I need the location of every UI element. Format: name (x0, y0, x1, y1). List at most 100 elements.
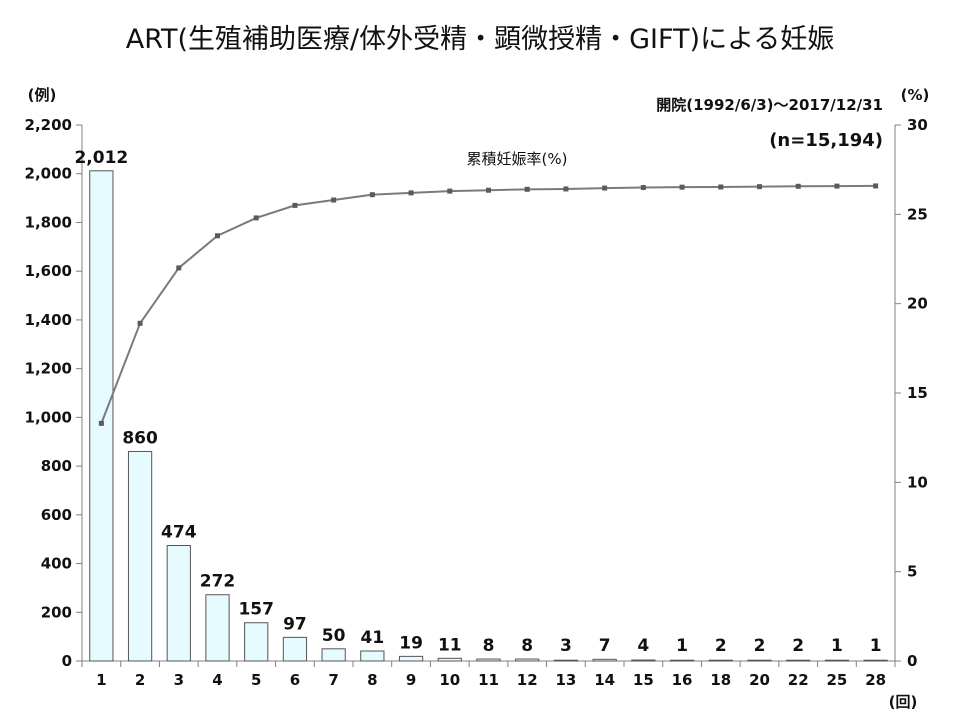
line-point (834, 183, 840, 189)
right-tick-label: 15 (907, 384, 928, 402)
bar (89, 170, 114, 662)
bar-data-label: 2,012 (74, 148, 128, 168)
x-tick-label: 12 (517, 671, 538, 689)
x-tick-label: 7 (328, 671, 338, 689)
line-point (757, 184, 762, 190)
line-point (718, 184, 724, 190)
x-tick-label: 11 (478, 671, 499, 689)
bar (360, 650, 385, 662)
x-tick-label: 6 (290, 671, 300, 689)
line-point (331, 197, 337, 203)
x-tick-label: 10 (439, 671, 460, 689)
x-tick-label: 28 (865, 671, 886, 689)
line-point (447, 188, 453, 194)
left-tick-label: 0 (62, 652, 72, 670)
bar (669, 659, 695, 662)
line-point (795, 183, 801, 189)
bar (476, 658, 501, 662)
line-point (215, 233, 220, 239)
left-tick-label: 400 (41, 555, 72, 573)
bar (631, 659, 656, 662)
left-tick-label: 1,600 (25, 262, 72, 280)
x-tick-label: 14 (594, 671, 615, 689)
bar (747, 659, 772, 662)
bar (282, 636, 308, 662)
line-point (679, 184, 685, 190)
bar (553, 659, 579, 662)
line-series-label: 累積妊娠率(%) (467, 150, 568, 168)
bar-data-label: 3 (560, 636, 572, 656)
left-tick-label: 800 (41, 457, 72, 475)
line-point (602, 185, 608, 191)
bar (592, 658, 617, 662)
line-point (292, 202, 298, 208)
right-tick-label: 5 (907, 563, 917, 581)
line-point (253, 215, 259, 221)
bar-data-label: 1 (870, 636, 882, 656)
bar (127, 450, 153, 662)
cumulative-rate-line (100, 184, 876, 424)
left-axis-unit: (例) (28, 86, 57, 104)
right-axis-unit: (%) (901, 86, 930, 104)
right-tick-label: 0 (907, 652, 917, 670)
bar-data-label: 4 (637, 636, 649, 656)
line-point (486, 187, 491, 193)
line-layer (98, 183, 879, 426)
line-point (408, 190, 414, 196)
bars-layer (89, 170, 888, 662)
x-tick-label: 9 (406, 671, 416, 689)
x-tick-label: 16 (672, 671, 693, 689)
sample-size-label: (n=15,194) (769, 130, 883, 151)
right-tick-label: 10 (907, 473, 928, 491)
line-point (640, 185, 646, 191)
bar-data-label: 7 (599, 636, 611, 656)
x-axis-unit: (回) (889, 693, 918, 711)
bar-data-label: 19 (399, 633, 423, 653)
bar-data-label: 2 (715, 636, 727, 656)
bar-data-label: 50 (322, 626, 346, 646)
bar (321, 648, 346, 662)
bar (205, 594, 230, 662)
left-tick-label: 1,200 (25, 360, 72, 378)
bar-data-label: 2 (792, 636, 804, 656)
x-tick-label: 2 (135, 671, 145, 689)
bar (515, 658, 540, 662)
x-tick-label: 3 (174, 671, 184, 689)
right-tick-label: 20 (907, 295, 928, 313)
line-point (563, 186, 569, 192)
bar (437, 657, 462, 662)
bar-data-label: 11 (438, 635, 462, 655)
x-tick-label: 20 (749, 671, 770, 689)
bar-data-label: 860 (122, 428, 158, 448)
chart-title: ART(生殖補助医療/体外受精・顕微授精・GIFT)による妊娠 (126, 24, 835, 55)
left-tick-label: 1,000 (25, 408, 72, 426)
bar-data-label: 41 (361, 628, 385, 648)
bar (244, 622, 269, 662)
bar (786, 659, 811, 662)
x-tick-label: 22 (788, 671, 809, 689)
bar-data-label: 97 (283, 614, 307, 634)
bar (863, 659, 888, 662)
x-tick-label: 15 (633, 671, 654, 689)
left-tick-label: 200 (41, 603, 72, 621)
right-tick-label: 30 (907, 116, 928, 134)
bar-data-label: 2 (754, 636, 766, 656)
x-tick-label: 18 (710, 671, 731, 689)
line-point (524, 186, 530, 192)
bar-data-label: 474 (161, 523, 197, 543)
left-tick-label: 600 (41, 506, 72, 524)
right-tick-label: 25 (907, 205, 928, 223)
bar-data-label: 1 (831, 636, 843, 656)
line-point (98, 420, 104, 426)
bar (708, 659, 733, 662)
bar-data-label: 8 (521, 636, 533, 656)
bar-data-label: 157 (238, 600, 274, 620)
x-tick-label: 4 (212, 671, 222, 689)
left-tick-label: 2,200 (25, 116, 72, 134)
x-tick-label: 25 (826, 671, 847, 689)
line-point (176, 265, 182, 271)
line-point (137, 320, 143, 326)
